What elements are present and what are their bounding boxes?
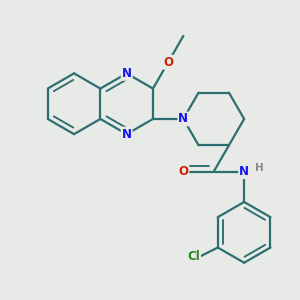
Text: N: N xyxy=(239,165,249,178)
Text: H: H xyxy=(255,163,263,172)
Text: N: N xyxy=(178,112,188,125)
Text: O: O xyxy=(178,165,188,178)
Text: N: N xyxy=(122,67,132,80)
Text: O: O xyxy=(163,56,173,69)
Text: Cl: Cl xyxy=(187,250,200,263)
Text: N: N xyxy=(122,128,132,141)
